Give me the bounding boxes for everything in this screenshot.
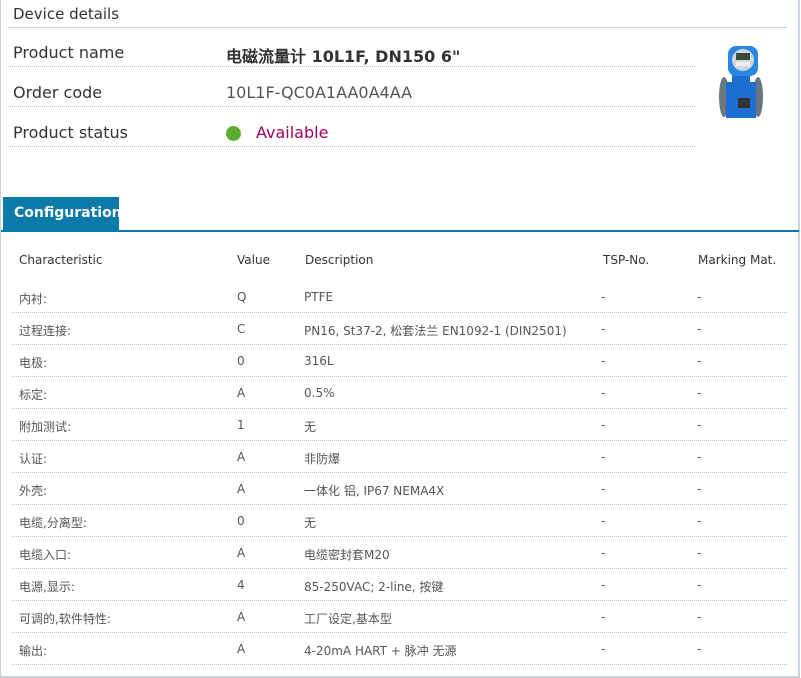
table-row: 内衬: Q PTFE - - bbox=[12, 281, 787, 313]
cell-characteristic: 附加测试: bbox=[19, 420, 72, 434]
table-row: 外壳: A 一体化 铝, IP67 NEMA4X - - bbox=[12, 473, 787, 505]
cell-description: 电缆密封套M20 bbox=[304, 548, 390, 562]
cell-value: A bbox=[237, 610, 246, 624]
table-row: 电源,显示: 4 85-250VAC; 2-line, 按键 - - bbox=[12, 569, 787, 601]
cell-characteristic: 内衬: bbox=[19, 292, 48, 306]
cell-description: 85-250VAC; 2-line, 按键 bbox=[304, 580, 444, 594]
product-name-row: Product name 电磁流量计 10L1F, DN150 6" bbox=[8, 27, 695, 67]
cell-characteristic: 外壳: bbox=[19, 484, 48, 498]
table-row: 附加测试: 1 无 - - bbox=[12, 409, 787, 441]
cell-value: A bbox=[237, 450, 246, 464]
column-header-value: Value bbox=[237, 253, 270, 267]
cell-marking-mat: - bbox=[697, 610, 702, 624]
cell-marking-mat: - bbox=[697, 450, 702, 464]
cell-value: 0 bbox=[237, 354, 245, 368]
cell-marking-mat: - bbox=[697, 578, 702, 592]
cell-marking-mat: - bbox=[697, 546, 702, 560]
column-header-characteristic: Characteristic bbox=[19, 253, 103, 267]
cell-characteristic: 电缆入口: bbox=[19, 548, 72, 562]
cell-value: A bbox=[237, 546, 246, 560]
product-name-value: 电磁流量计 10L1F, DN150 6" bbox=[226, 47, 461, 66]
cell-tsp-no: - bbox=[601, 610, 606, 624]
cell-description: 无 bbox=[304, 420, 317, 434]
cell-value: A bbox=[237, 386, 246, 400]
cell-description: 一体化 铝, IP67 NEMA4X bbox=[304, 484, 445, 498]
cell-value: C bbox=[237, 322, 246, 336]
cell-description: PN16, St37-2, 松套法兰 EN1092-1 (DIN2501) bbox=[304, 324, 567, 338]
order-code-value: 10L1F-QC0A1AA0A4AA bbox=[226, 83, 413, 102]
column-header-marking-mat: Marking Mat. bbox=[698, 253, 777, 267]
status-value: Available bbox=[256, 123, 329, 142]
order-code-label: Order code bbox=[13, 83, 103, 102]
cell-characteristic: 过程连接: bbox=[19, 324, 72, 338]
tab-configuration[interactable]: Configuration bbox=[3, 197, 122, 231]
product-status-label: Product status bbox=[13, 123, 128, 142]
cell-characteristic: 电极: bbox=[19, 356, 48, 370]
section-title: Device details bbox=[13, 5, 120, 23]
cell-tsp-no: - bbox=[601, 354, 606, 368]
cell-description: 无 bbox=[304, 516, 317, 530]
cell-marking-mat: - bbox=[697, 514, 702, 528]
table-row: 电缆入口: A 电缆密封套M20 - - bbox=[12, 537, 787, 569]
cell-description: 316L bbox=[304, 354, 334, 368]
cell-value: 1 bbox=[237, 418, 245, 432]
status-dot-icon bbox=[226, 126, 241, 141]
cell-marking-mat: - bbox=[697, 322, 702, 336]
device-image bbox=[719, 46, 763, 118]
cell-characteristic: 可调的,软件特性: bbox=[19, 612, 111, 626]
cell-marking-mat: - bbox=[697, 482, 702, 496]
cell-description: 4-20mA HART + 脉冲 无源 bbox=[304, 644, 457, 658]
cell-tsp-no: - bbox=[601, 546, 606, 560]
cell-value: 4 bbox=[237, 578, 245, 592]
divider bbox=[8, 27, 787, 28]
cell-value: A bbox=[237, 642, 246, 656]
cell-tsp-no: - bbox=[601, 386, 606, 400]
cell-characteristic: 电缆,分离型: bbox=[19, 516, 87, 530]
table-row: 标定: A 0.5% - - bbox=[12, 377, 787, 409]
cell-tsp-no: - bbox=[601, 418, 606, 432]
cell-value: Q bbox=[237, 290, 247, 304]
cell-tsp-no: - bbox=[601, 482, 606, 496]
cell-description: 非防爆 bbox=[304, 452, 341, 466]
cell-marking-mat: - bbox=[697, 354, 702, 368]
cell-marking-mat: - bbox=[697, 642, 702, 656]
product-status-row: Product status Available bbox=[8, 107, 695, 147]
tab-underline bbox=[1, 230, 799, 232]
cell-marking-mat: - bbox=[697, 386, 702, 400]
table-row: 电极: 0 316L - - bbox=[12, 345, 787, 377]
column-header-tsp-no: TSP-No. bbox=[603, 253, 650, 267]
table-row: 电缆,分离型: 0 无 - - bbox=[12, 505, 787, 537]
cell-tsp-no: - bbox=[601, 322, 606, 336]
table-row: 可调的,软件特性: A 工厂设定,基本型 - - bbox=[12, 601, 787, 633]
cell-characteristic: 输出: bbox=[19, 644, 48, 658]
table-row: 输出: A 4-20mA HART + 脉冲 无源 - - bbox=[12, 633, 787, 665]
table-row: 认证: A 非防爆 - - bbox=[12, 441, 787, 473]
cell-tsp-no: - bbox=[601, 642, 606, 656]
table-row: 过程连接: C PN16, St37-2, 松套法兰 EN1092-1 (DIN25… bbox=[12, 313, 787, 345]
order-code-row: Order code 10L1F-QC0A1AA0A4AA bbox=[8, 67, 695, 107]
cell-marking-mat: - bbox=[697, 290, 702, 304]
cell-tsp-no: - bbox=[601, 578, 606, 592]
cell-tsp-no: - bbox=[601, 290, 606, 304]
cell-description: 工厂设定,基本型 bbox=[304, 612, 392, 626]
cell-characteristic: 电源,显示: bbox=[19, 580, 75, 594]
cell-tsp-no: - bbox=[601, 450, 606, 464]
cell-description: 0.5% bbox=[304, 386, 335, 400]
cell-tsp-no: - bbox=[601, 514, 606, 528]
cell-description: PTFE bbox=[304, 290, 334, 304]
cell-characteristic: 认证: bbox=[19, 452, 48, 466]
cell-marking-mat: - bbox=[697, 418, 702, 432]
cell-value: A bbox=[237, 482, 246, 496]
cell-value: 0 bbox=[237, 514, 245, 528]
column-header-description: Description bbox=[305, 253, 374, 267]
product-name-label: Product name bbox=[13, 43, 125, 62]
cell-characteristic: 标定: bbox=[19, 388, 48, 402]
